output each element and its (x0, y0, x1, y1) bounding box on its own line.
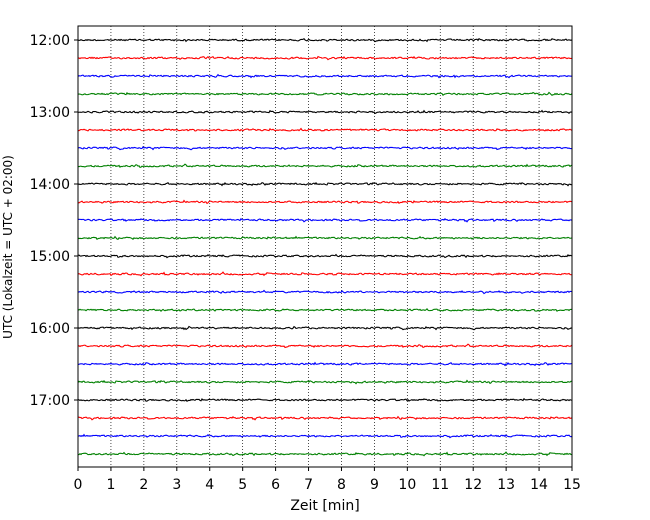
y-tick-label: 13:00 (30, 105, 70, 121)
trace-1200 (77, 37, 573, 43)
x-tick-label: 13 (497, 477, 515, 493)
traces (77, 37, 573, 457)
trace-1230 (77, 73, 573, 79)
trace-1545 (77, 307, 573, 313)
x-tick-label: 5 (238, 477, 247, 493)
x-tick-label: 11 (431, 477, 449, 493)
trace-1730 (77, 433, 573, 439)
y-axis-label: UTC (Lokalzeit = UTC + 02:00) (1, 155, 15, 339)
x-tick-label: 8 (337, 477, 346, 493)
trace-1715 (77, 415, 573, 421)
x-tick-label: 14 (530, 477, 548, 493)
x-tick-label: 10 (398, 477, 416, 493)
trace-1300 (77, 109, 573, 115)
trace-1445 (77, 235, 573, 240)
x-tick-label: 9 (370, 477, 379, 493)
y-tick-label: 16:00 (30, 321, 70, 337)
trace-1700 (77, 397, 573, 402)
trace-1345 (77, 163, 573, 169)
x-tick-label: 7 (304, 477, 313, 493)
x-tick-label: 12 (464, 477, 482, 493)
x-tick-label: 3 (172, 477, 181, 493)
trace-1400 (77, 181, 573, 187)
y-tick-label: 14:00 (30, 177, 70, 193)
trace-1315 (77, 127, 573, 132)
trace-1745 (77, 451, 573, 457)
trace-1415 (77, 199, 573, 205)
trace-1615 (77, 343, 573, 349)
trace-1430 (77, 217, 573, 223)
x-tick-label: 1 (106, 477, 115, 493)
trace-1515 (77, 271, 573, 277)
x-tick-label: 6 (271, 477, 280, 493)
trace-1600 (77, 325, 573, 331)
trace-1245 (77, 91, 573, 97)
x-tick-label: 15 (563, 477, 581, 493)
y-tick-label: 12:00 (30, 33, 70, 49)
x-axis: 0 1 2 3 4 5 6 7 8 9 10 11 12 13 14 15 (74, 467, 581, 493)
trace-1645 (77, 379, 573, 385)
trace-1215 (77, 55, 573, 61)
plot-frame (77, 25, 573, 468)
trace-1330 (77, 146, 573, 151)
y-axis: 12:00 13:00 14:00 15:00 16:00 17:00 (30, 33, 78, 409)
x-axis-label: Zeit [min] (290, 498, 359, 514)
trace-1500 (77, 253, 573, 259)
x-tick-label: 4 (205, 477, 214, 493)
x-tick-label: 2 (139, 477, 148, 493)
y-tick-label: 15:00 (30, 249, 70, 265)
trace-1530 (77, 289, 573, 295)
x-tick-label: 0 (74, 477, 83, 493)
y-tick-label: 17:00 (30, 393, 70, 409)
trace-1630 (77, 361, 573, 367)
